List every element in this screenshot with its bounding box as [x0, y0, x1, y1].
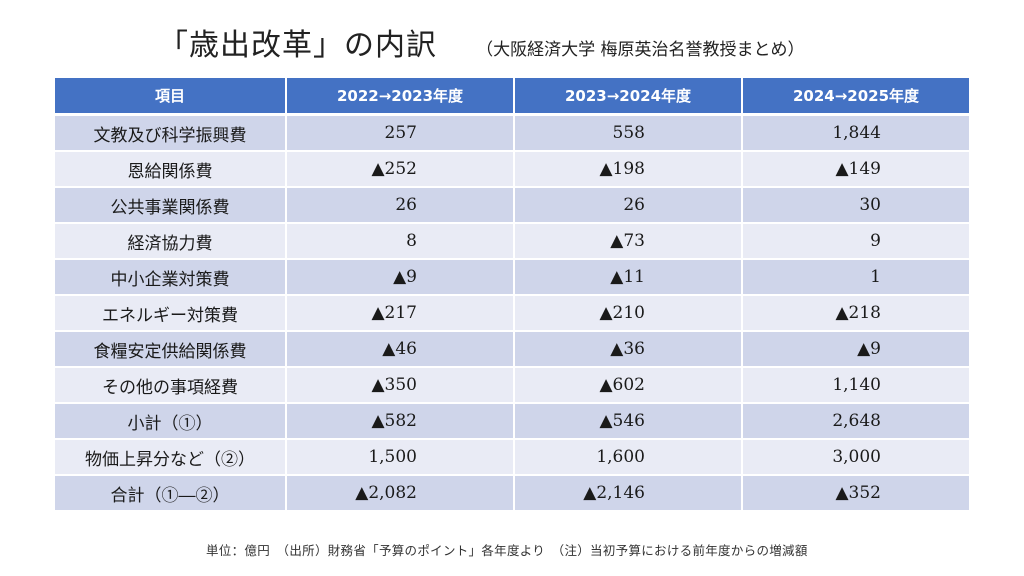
cell-value: ▲217 [286, 295, 515, 332]
cell-value: ▲546 [514, 403, 743, 440]
cell-value: 30 [742, 187, 969, 224]
table-row: 物価上昇分など（②） 1,500 1,600 3,000 [55, 439, 969, 476]
cell-value: ▲602 [514, 367, 743, 404]
cell-value: ▲352 [742, 475, 969, 512]
cell-value: ▲198 [514, 151, 743, 188]
table-header-row: 項目 2022→2023年度 2023→2024年度 2024→2025年度 [55, 78, 969, 116]
row-label: 公共事業関係費 [55, 187, 287, 224]
table-row: その他の事項経費 ▲350 ▲602 1,140 [55, 367, 969, 404]
row-label: 恩給関係費 [55, 151, 287, 188]
cell-value: 1,600 [514, 439, 743, 476]
table-row: 小計（①） ▲582 ▲546 2,648 [55, 403, 969, 440]
cell-value: 8 [286, 223, 515, 260]
row-label: 食糧安定供給関係費 [55, 331, 287, 368]
column-header-item: 項目 [55, 78, 287, 116]
table-row: エネルギー対策費 ▲217 ▲210 ▲218 [55, 295, 969, 332]
cell-value: 1,500 [286, 439, 515, 476]
cell-value: ▲73 [514, 223, 743, 260]
row-label: 小計（①） [55, 403, 287, 440]
cell-value: 2,648 [742, 403, 969, 440]
table-row: 合計（①―②） ▲2,082 ▲2,146 ▲352 [55, 475, 969, 512]
column-header-fy2023: 2022→2023年度 [286, 78, 515, 116]
cell-value: 1,140 [742, 367, 969, 404]
cell-value: ▲9 [286, 259, 515, 296]
footnote: 単位：億円 （出所）財務省「予算のポイント」各年度より （注）当初予算における前… [206, 543, 808, 558]
row-label: 文教及び科学振興費 [55, 114, 287, 152]
cell-value: 9 [742, 223, 969, 260]
table-row: 食糧安定供給関係費 ▲46 ▲36 ▲9 [55, 331, 969, 368]
cell-value: ▲350 [286, 367, 515, 404]
row-label: 物価上昇分など（②） [55, 439, 287, 476]
cell-value: ▲218 [742, 295, 969, 332]
cell-value: ▲210 [514, 295, 743, 332]
table-row: 経済協力費 8 ▲73 9 [55, 223, 969, 260]
cell-value: ▲2,082 [286, 475, 515, 512]
cell-value: 257 [286, 114, 515, 152]
table-row: 文教及び科学振興費 257 558 1,844 [55, 114, 969, 152]
row-label: 経済協力費 [55, 223, 287, 260]
cell-value: ▲46 [286, 331, 515, 368]
row-label: エネルギー対策費 [55, 295, 287, 332]
cell-value: ▲149 [742, 151, 969, 188]
cell-value: 26 [514, 187, 743, 224]
row-label: 合計（①―②） [55, 475, 287, 512]
column-header-fy2024: 2023→2024年度 [514, 78, 743, 116]
table-row: 恩給関係費 ▲252 ▲198 ▲149 [55, 151, 969, 188]
budget-table: 項目 2022→2023年度 2023→2024年度 2024→2025年度 文… [55, 78, 969, 512]
page-title: 「歳出改革」の内訳 [158, 28, 437, 63]
cell-value: ▲2,146 [514, 475, 743, 512]
column-header-fy2025: 2024→2025年度 [742, 78, 969, 116]
title-row: 「歳出改革」の内訳 （大阪経済大学 梅原英治名誉教授まとめ） [158, 22, 1018, 70]
cell-value: 1,844 [742, 114, 969, 152]
cell-value: ▲11 [514, 259, 743, 296]
row-label: 中小企業対策費 [55, 259, 287, 296]
cell-value: ▲9 [742, 331, 969, 368]
cell-value: ▲252 [286, 151, 515, 188]
page-subtitle: （大阪経済大学 梅原英治名誉教授まとめ） [476, 40, 805, 60]
cell-value: 1 [742, 259, 969, 296]
cell-value: ▲36 [514, 331, 743, 368]
table-row: 中小企業対策費 ▲9 ▲11 1 [55, 259, 969, 296]
table-row: 公共事業関係費 26 26 30 [55, 187, 969, 224]
cell-value: ▲582 [286, 403, 515, 440]
row-label: その他の事項経費 [55, 367, 287, 404]
cell-value: 3,000 [742, 439, 969, 476]
cell-value: 26 [286, 187, 515, 224]
cell-value: 558 [514, 114, 743, 152]
